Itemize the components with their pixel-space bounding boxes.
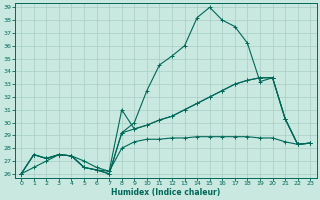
X-axis label: Humidex (Indice chaleur): Humidex (Indice chaleur) bbox=[111, 188, 220, 197]
